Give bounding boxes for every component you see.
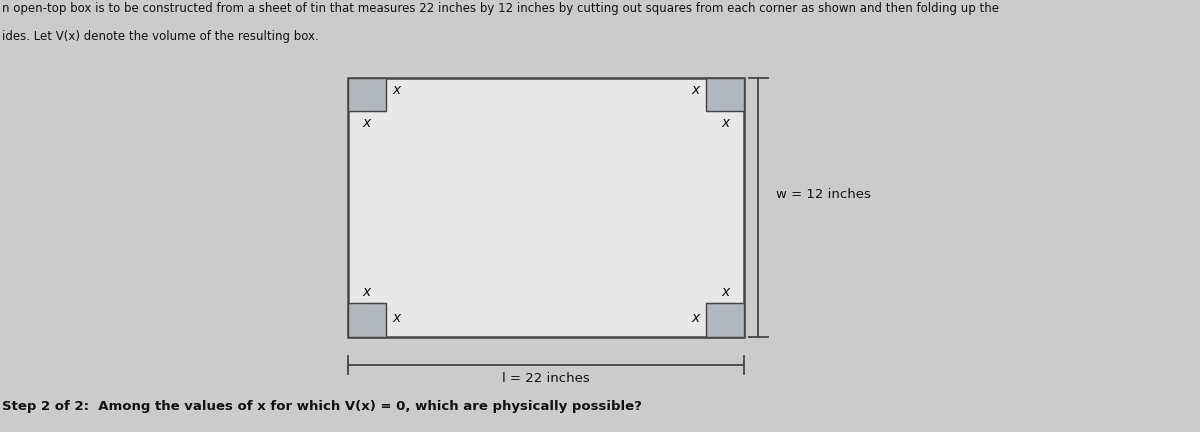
Text: x: x xyxy=(392,83,401,97)
Text: ides. Let V(x) denote the volume of the resulting box.: ides. Let V(x) denote the volume of the … xyxy=(2,30,319,43)
Text: x: x xyxy=(362,285,371,299)
Text: l = 22 inches: l = 22 inches xyxy=(502,372,590,384)
Bar xyxy=(348,78,385,111)
Bar xyxy=(707,78,744,111)
Text: Step 2 of 2:  Among the values of x for which V(x) = 0, which are physically pos: Step 2 of 2: Among the values of x for w… xyxy=(2,400,642,413)
Text: x: x xyxy=(721,285,730,299)
Text: x: x xyxy=(691,311,700,325)
Bar xyxy=(348,78,744,337)
Text: n open-top box is to be constructed from a sheet of tin that measures 22 inches : n open-top box is to be constructed from… xyxy=(2,2,1000,15)
Bar xyxy=(348,303,385,337)
Text: x: x xyxy=(392,311,401,325)
Text: x: x xyxy=(721,116,730,130)
Text: x: x xyxy=(362,116,371,130)
Text: w = 12 inches: w = 12 inches xyxy=(776,188,871,201)
Text: x: x xyxy=(691,83,700,97)
Bar xyxy=(707,303,744,337)
